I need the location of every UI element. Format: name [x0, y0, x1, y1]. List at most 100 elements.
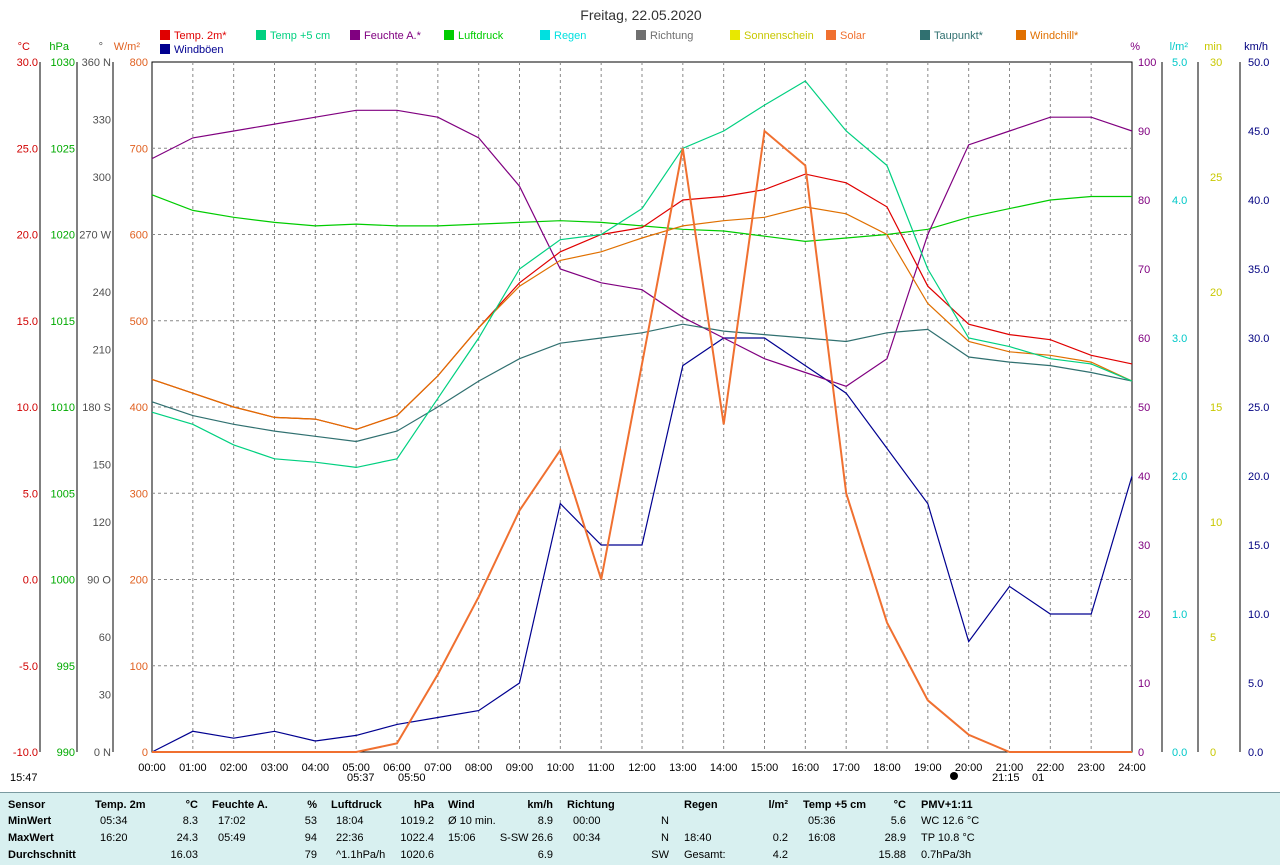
table-cell: 1022.4 — [400, 832, 434, 844]
tick-label-hum: 0 — [1138, 747, 1144, 759]
moon-icon — [950, 772, 958, 780]
tick-label-solar: 600 — [130, 230, 148, 242]
axis-unit-temp: °C — [18, 41, 30, 53]
table-header: Regen — [684, 799, 718, 811]
table-cell: 00:00 — [573, 815, 601, 827]
series-line-solar — [152, 129, 1132, 753]
table-cell: 1019.2 — [400, 815, 434, 827]
weather-chart: Freitag, 22.05.2020 Temp. 2m* Temp +5 cm F… — [10, 7, 1270, 784]
table-header-unit: km/h — [527, 799, 553, 811]
tick-label-temp: 0.0 — [23, 575, 38, 587]
x-tick-label: 20:00 — [955, 762, 983, 774]
axes: 30.025.020.015.010.05.00.0-5.0-10.010301… — [13, 41, 1270, 774]
legend-label: Luftdruck — [458, 30, 504, 42]
x-tick-label: 11:00 — [588, 762, 615, 774]
axis-unit-dir: ° — [99, 41, 103, 53]
tick-label-hum: 20 — [1138, 609, 1150, 621]
tick-label-temp: 10.0 — [17, 402, 38, 414]
table-header-unit: hPa — [413, 799, 434, 811]
legend-label: Temp +5 cm — [270, 30, 330, 42]
table-cell: SW — [651, 849, 669, 861]
axis-unit-press: hPa — [49, 41, 69, 53]
tick-label-press: 1015 — [51, 316, 75, 328]
tick-label-dir: 360 N — [82, 57, 111, 69]
tick-label-rain: 5.0 — [1172, 57, 1187, 69]
tick-label-sun: 0 — [1210, 747, 1216, 759]
x-tick-label: 12:00 — [628, 762, 656, 774]
table-header-unit: °C — [893, 799, 906, 811]
tick-label-dir: 150 — [93, 460, 111, 472]
table-cell: Gesamt: — [684, 849, 726, 861]
x-tick-label: 05:00 — [342, 762, 370, 774]
tick-label-solar: 0 — [142, 747, 148, 759]
table-header: Richtung — [567, 799, 615, 811]
axis-unit-rain: l/m² — [1170, 41, 1189, 53]
x-tick-label: 13:00 — [669, 762, 697, 774]
x-tick-label: 02:00 — [220, 762, 248, 774]
tick-label-hum: 70 — [1138, 264, 1150, 276]
table-cell: 18:04 — [336, 815, 364, 827]
tick-label-wind: 0.0 — [1248, 747, 1263, 759]
tick-label-sun: 10 — [1210, 517, 1222, 529]
table-cell: 05:36 — [808, 815, 836, 827]
axis-unit-sun: min — [1204, 41, 1222, 53]
table-cell: 8.9 — [537, 815, 553, 827]
legend-label: Temp. 2m* — [174, 30, 227, 42]
grid — [151, 61, 1133, 753]
table-cell: 94 — [304, 832, 317, 844]
x-tick-label: 10:00 — [547, 762, 575, 774]
tick-label-rain: 3.0 — [1172, 333, 1187, 345]
tick-label-wind: 15.0 — [1248, 540, 1269, 552]
sunset-suffix: 01 — [1032, 772, 1044, 784]
series-line-taupunkt — [151, 323, 1133, 443]
legend-swatch — [730, 30, 740, 40]
x-tick-label: 21:00 — [996, 762, 1024, 774]
tick-label-dir: 330 — [93, 115, 111, 127]
table-header: Feuchte A. — [212, 799, 268, 811]
table-cell: 28.9 — [884, 832, 906, 844]
tick-label-rain: 0.0 — [1172, 747, 1187, 759]
tick-label-rain: 4.0 — [1172, 195, 1187, 207]
tick-label-sun: 5 — [1210, 632, 1216, 644]
series-line-feuchtea — [151, 109, 1133, 387]
tick-label-wind: 50.0 — [1248, 57, 1269, 69]
legend-swatch — [350, 30, 360, 40]
tick-label-hum: 50 — [1138, 402, 1150, 414]
tick-label-solar: 300 — [130, 488, 148, 500]
x-tick-label: 17:00 — [832, 762, 860, 774]
legend-swatch — [826, 30, 836, 40]
tick-label-hum: 100 — [1138, 57, 1156, 69]
legend-label: Solar — [840, 30, 866, 42]
tick-label-dir: 240 — [93, 287, 111, 299]
table-cell: 16:08 — [808, 832, 836, 844]
table-cell: Ø 10 min. — [448, 815, 496, 827]
tick-label-hum: 40 — [1138, 471, 1150, 483]
tick-label-wind: 5.0 — [1248, 678, 1263, 690]
sunrise2-label: 05:50 — [398, 772, 426, 784]
legend-swatch — [444, 30, 454, 40]
plot-area — [151, 80, 1133, 753]
table-row-label: MinWert — [8, 815, 52, 827]
tick-label-dir: 210 — [93, 345, 111, 357]
table-header: Sensor — [8, 799, 46, 811]
x-tick-label: 04:00 — [302, 762, 330, 774]
tick-label-dir: 180 S — [82, 402, 111, 414]
x-tick-label: 06:00 — [383, 762, 411, 774]
x-tick-label: 00:00 — [138, 762, 166, 774]
legend-swatch — [160, 44, 170, 54]
tick-label-hum: 60 — [1138, 333, 1150, 345]
table-header: Wind — [448, 799, 475, 811]
x-tick-label: 16:00 — [792, 762, 820, 774]
table-cell: N — [661, 832, 669, 844]
sunrise-label: 05:37 — [347, 772, 375, 784]
tick-label-press: 1025 — [51, 143, 75, 155]
table-cell: 24.3 — [176, 832, 198, 844]
table-cell: 16:20 — [100, 832, 128, 844]
table-cell: 18:40 — [684, 832, 712, 844]
day-length: 15:47 — [10, 772, 38, 784]
tick-label-dir: 300 — [93, 172, 111, 184]
tick-label-wind: 20.0 — [1248, 471, 1269, 483]
table-cell: 53 — [304, 815, 317, 827]
table-header: Temp +5 cm — [803, 799, 867, 811]
table-header: Temp. 2m — [95, 799, 146, 811]
